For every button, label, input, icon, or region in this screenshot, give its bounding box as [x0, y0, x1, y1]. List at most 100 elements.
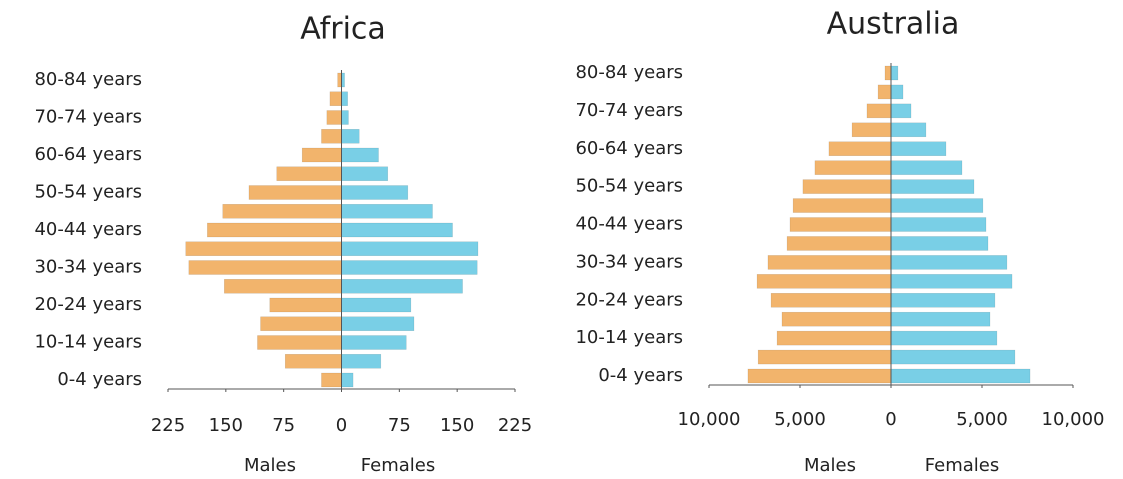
legend-label: Females — [361, 455, 435, 476]
bar — [890, 103, 912, 119]
bar — [786, 236, 892, 251]
bar — [341, 222, 453, 238]
y-tick-label: 70-74 years — [575, 100, 683, 121]
chart-title: Africa — [300, 12, 386, 47]
y-tick-label: 40-44 years — [34, 219, 142, 240]
bar — [207, 222, 342, 238]
y-tick-label: 0-4 years — [57, 369, 142, 390]
bar — [770, 293, 892, 308]
x-tick-label: 10,000 — [1042, 409, 1105, 430]
bar — [866, 103, 892, 119]
bar — [781, 311, 892, 327]
bar — [890, 217, 987, 232]
bar — [890, 84, 904, 100]
bar — [802, 179, 892, 194]
y-tick-label: 80-84 years — [575, 62, 683, 83]
bar — [329, 91, 342, 106]
bar — [756, 274, 892, 289]
bar — [188, 260, 342, 275]
bar — [890, 293, 996, 308]
bar — [284, 354, 342, 369]
bar — [814, 160, 892, 175]
bar — [269, 297, 342, 313]
bar — [341, 316, 415, 331]
bar — [890, 330, 998, 346]
bar — [890, 274, 1013, 289]
legend-label: Males — [244, 455, 296, 476]
y-tick-label: 40-44 years — [575, 214, 683, 235]
bar — [341, 279, 463, 294]
bar — [341, 110, 349, 125]
bar — [776, 330, 892, 346]
y-tick-label: 30-34 years — [34, 257, 142, 278]
y-tick-label: 60-64 years — [575, 138, 683, 159]
bar — [185, 241, 342, 256]
x-tick-label: 150 — [209, 415, 243, 436]
bar — [321, 372, 342, 388]
bar — [789, 217, 892, 232]
x-tick-label: 75 — [388, 415, 411, 436]
bar — [890, 255, 1008, 270]
bar — [767, 255, 892, 270]
bar — [747, 368, 892, 384]
y-tick-label: 10-14 years — [34, 332, 142, 353]
bar — [341, 147, 379, 163]
bar — [341, 91, 348, 106]
chart: Australia Males Females 0-4 years 10-14 year… — [575, 7, 1104, 477]
bar — [341, 129, 360, 144]
bar — [890, 122, 927, 138]
bar — [890, 160, 963, 175]
chart: Africa Males Females 0-4 years 10-14 years 20… — [34, 12, 532, 477]
x-tick-label: 0 — [336, 415, 347, 436]
bar — [341, 166, 389, 181]
x-tick-label: 5,000 — [956, 409, 1008, 430]
bar — [341, 297, 412, 313]
bar — [890, 368, 1031, 384]
bar — [828, 141, 892, 156]
y-tick-label: 50-54 years — [34, 182, 142, 203]
x-tick-label: 75 — [272, 415, 295, 436]
bar — [321, 129, 342, 144]
bar — [890, 141, 947, 156]
x-tick-label: 5,000 — [774, 409, 826, 430]
bar — [877, 84, 892, 100]
bar — [337, 72, 342, 88]
y-tick-label: 0-4 years — [598, 365, 683, 386]
bar — [341, 354, 382, 369]
y-tick-label: 30-34 years — [575, 251, 683, 272]
bar — [792, 198, 892, 213]
y-tick-label: 50-54 years — [575, 176, 683, 197]
bar — [341, 372, 354, 388]
bar — [341, 241, 479, 256]
bar — [257, 335, 342, 350]
bar — [890, 65, 899, 81]
bar — [341, 335, 407, 350]
bar — [851, 122, 892, 138]
bar — [248, 185, 342, 200]
y-tick-label: 10-14 years — [575, 327, 683, 348]
bar — [890, 179, 975, 194]
chart-title: Australia — [827, 7, 960, 42]
bar — [884, 65, 892, 81]
bar — [757, 349, 892, 365]
bar — [890, 311, 991, 327]
y-tick-label: 80-84 years — [34, 69, 142, 90]
bar — [301, 147, 342, 163]
y-tick-label: 70-74 years — [34, 107, 142, 128]
legend-label: Males — [804, 455, 856, 476]
x-tick-label: 225 — [151, 415, 185, 436]
bar — [326, 110, 342, 125]
bar — [890, 236, 989, 251]
bar — [222, 204, 342, 219]
bar — [276, 166, 342, 181]
bar — [890, 198, 984, 213]
y-tick-label: 20-24 years — [34, 294, 142, 315]
bar — [341, 260, 478, 275]
bar — [224, 279, 342, 294]
legend-label: Females — [925, 455, 999, 476]
bar — [260, 316, 342, 331]
x-tick-label: 10,000 — [678, 409, 741, 430]
bar — [341, 204, 433, 219]
y-tick-label: 20-24 years — [575, 289, 683, 310]
